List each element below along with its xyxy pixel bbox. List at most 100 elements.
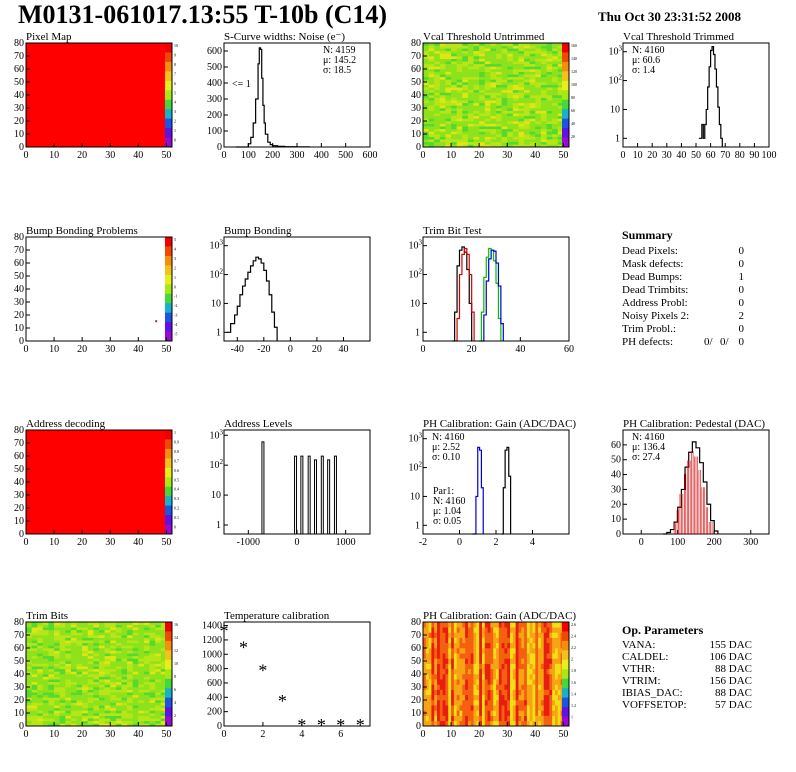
heatmap-cell <box>31 637 38 641</box>
heatmap-cell <box>554 668 559 675</box>
heatmap-cell <box>149 692 156 696</box>
heatmap-cell <box>149 679 156 683</box>
heatmap-cell <box>529 95 536 98</box>
heatmap-cell <box>473 121 480 124</box>
heatmap-cell <box>76 663 83 667</box>
heatmap-cell <box>557 700 561 706</box>
heatmap-cell <box>546 71 553 75</box>
heatmap-cell <box>42 679 49 683</box>
heatmap-cell <box>99 713 105 716</box>
heatmap-cell <box>127 663 133 667</box>
heatmap-cell <box>501 115 508 119</box>
heatmap-cell <box>557 92 564 96</box>
heatmap-cell <box>504 648 508 654</box>
heatmap-cell <box>138 681 145 685</box>
heatmap-cell <box>532 710 536 716</box>
heatmap-cell <box>546 121 553 124</box>
heatmap-cell <box>498 668 502 675</box>
palette-label: 3 <box>174 256 176 261</box>
heatmap-cell <box>37 720 44 724</box>
heatmap-cell <box>484 56 491 59</box>
heatmap-cell <box>518 50 525 54</box>
heatmap-cell <box>496 84 502 88</box>
heatmap-point <box>155 320 158 323</box>
heatmap-cell <box>462 108 469 111</box>
heatmap-cell <box>451 679 455 685</box>
heatmap-cell <box>104 718 111 722</box>
heatmap-cell <box>445 95 452 98</box>
heatmap-cell <box>490 684 494 690</box>
heatmap-cell <box>479 48 486 52</box>
heatmap-cell <box>160 637 167 641</box>
heatmap-cell <box>507 134 514 137</box>
heatmap-cell <box>473 102 480 106</box>
heatmap-cell <box>87 624 94 628</box>
heatmap-cell <box>552 115 559 119</box>
heatmap-cell <box>507 653 511 659</box>
heatmap-cell <box>507 108 514 111</box>
heatmap-cell <box>155 627 162 631</box>
heatmap-cell <box>540 87 547 91</box>
heatmap-cell <box>110 692 117 696</box>
heatmap-cell <box>87 668 94 672</box>
y-tick-label: 1400 <box>202 621 222 632</box>
heatmap-cell <box>99 723 105 727</box>
heatmap-cell <box>535 79 542 83</box>
heatmap-cell <box>445 139 452 143</box>
heatmap-cell <box>26 632 32 636</box>
heatmap-cell <box>552 642 556 649</box>
heatmap-cell <box>518 61 525 65</box>
heatmap-cell <box>31 648 38 651</box>
heatmap-cell <box>552 653 556 659</box>
heatmap-cell <box>543 637 547 644</box>
heatmap-cell <box>451 74 457 78</box>
y-tick-label: 60 <box>14 451 24 462</box>
heatmap-cell <box>462 87 469 91</box>
heatmap-cell <box>439 102 446 106</box>
heatmap-cell <box>462 61 469 65</box>
palette-swatch <box>165 716 172 727</box>
heatmap-cell <box>465 658 469 664</box>
heatmap-cell <box>552 136 559 140</box>
heatmap-cell <box>439 121 446 124</box>
heatmap-cell <box>515 642 519 649</box>
heatmap-cell <box>462 45 469 49</box>
heatmap-cell <box>453 684 457 690</box>
heatmap-cell <box>481 627 486 633</box>
heatmap-cell <box>484 705 488 711</box>
heatmap-cell <box>115 650 122 654</box>
heatmap-cell <box>82 705 89 709</box>
heatmap-cell <box>512 45 519 49</box>
heatmap-cell <box>121 676 128 680</box>
heatmap-cell <box>529 102 536 106</box>
heatmap-cell <box>104 663 111 667</box>
y-tick-label: 1000 <box>202 649 222 660</box>
heatmap-cell <box>445 58 452 62</box>
heatmap-cell <box>456 105 463 109</box>
heatmap-cell <box>535 63 542 67</box>
heatmap-cell <box>160 655 167 659</box>
heatmap-cell <box>26 635 32 638</box>
heatmap-cell <box>490 92 497 96</box>
heatmap-cell <box>439 123 446 127</box>
heatmap-cell <box>487 684 491 690</box>
heatmap-cell <box>155 700 162 703</box>
heatmap-cell <box>462 50 469 54</box>
heatmap-cell <box>445 100 452 104</box>
summary-label: Dead Bumps: <box>622 271 682 283</box>
heatmap-cell <box>521 715 525 722</box>
heatmap-cell <box>70 674 77 677</box>
heatmap-cell <box>448 627 452 633</box>
heatmap-cell <box>104 715 111 719</box>
y-tick-label: 70 <box>14 51 24 62</box>
heatmap-cell <box>451 71 457 75</box>
heatmap-cell <box>456 139 463 143</box>
heatmap-cell <box>481 648 486 654</box>
heatmap-cell <box>546 56 553 59</box>
heatmap-cell <box>82 718 89 722</box>
heatmap-cell <box>110 705 117 709</box>
heatmap-cell <box>442 632 446 638</box>
heatmap-cell <box>82 710 89 714</box>
heatmap-cell <box>507 105 514 109</box>
heatmap-cell <box>462 63 469 67</box>
